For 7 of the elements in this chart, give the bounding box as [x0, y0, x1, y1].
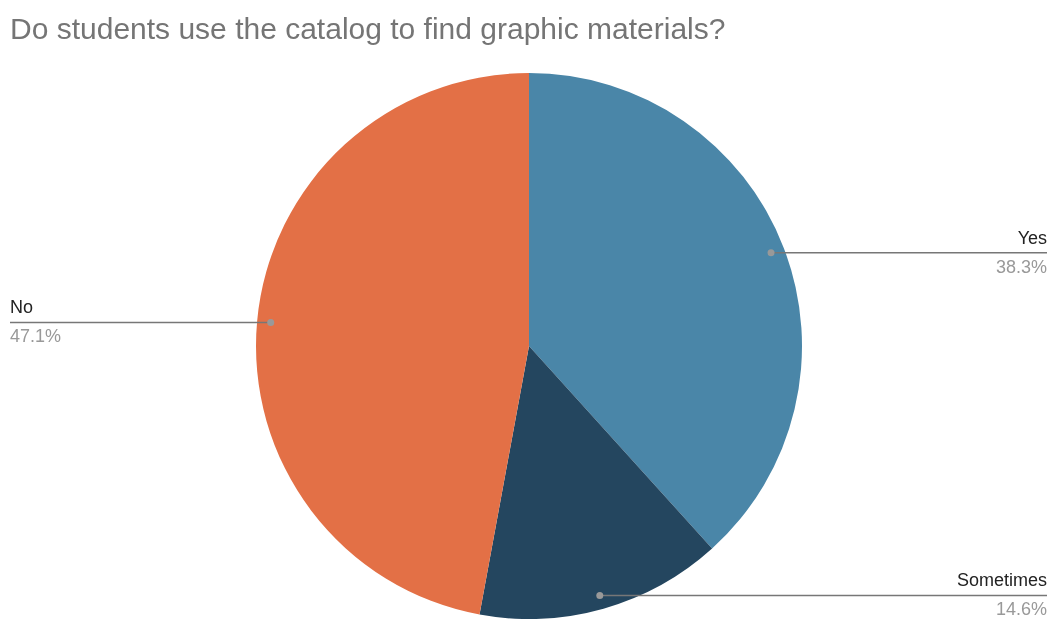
data-label: 47.1% [10, 326, 62, 347]
slice-label: Sometimes [956, 570, 1047, 591]
slice-label: No [10, 297, 34, 318]
data-label: 38.3% [995, 256, 1047, 277]
data-label: 14.6% [995, 599, 1047, 619]
slice-label: Yes [1017, 227, 1047, 248]
chart-title: Do students use the catalog to find graphic materials? [10, 12, 726, 46]
